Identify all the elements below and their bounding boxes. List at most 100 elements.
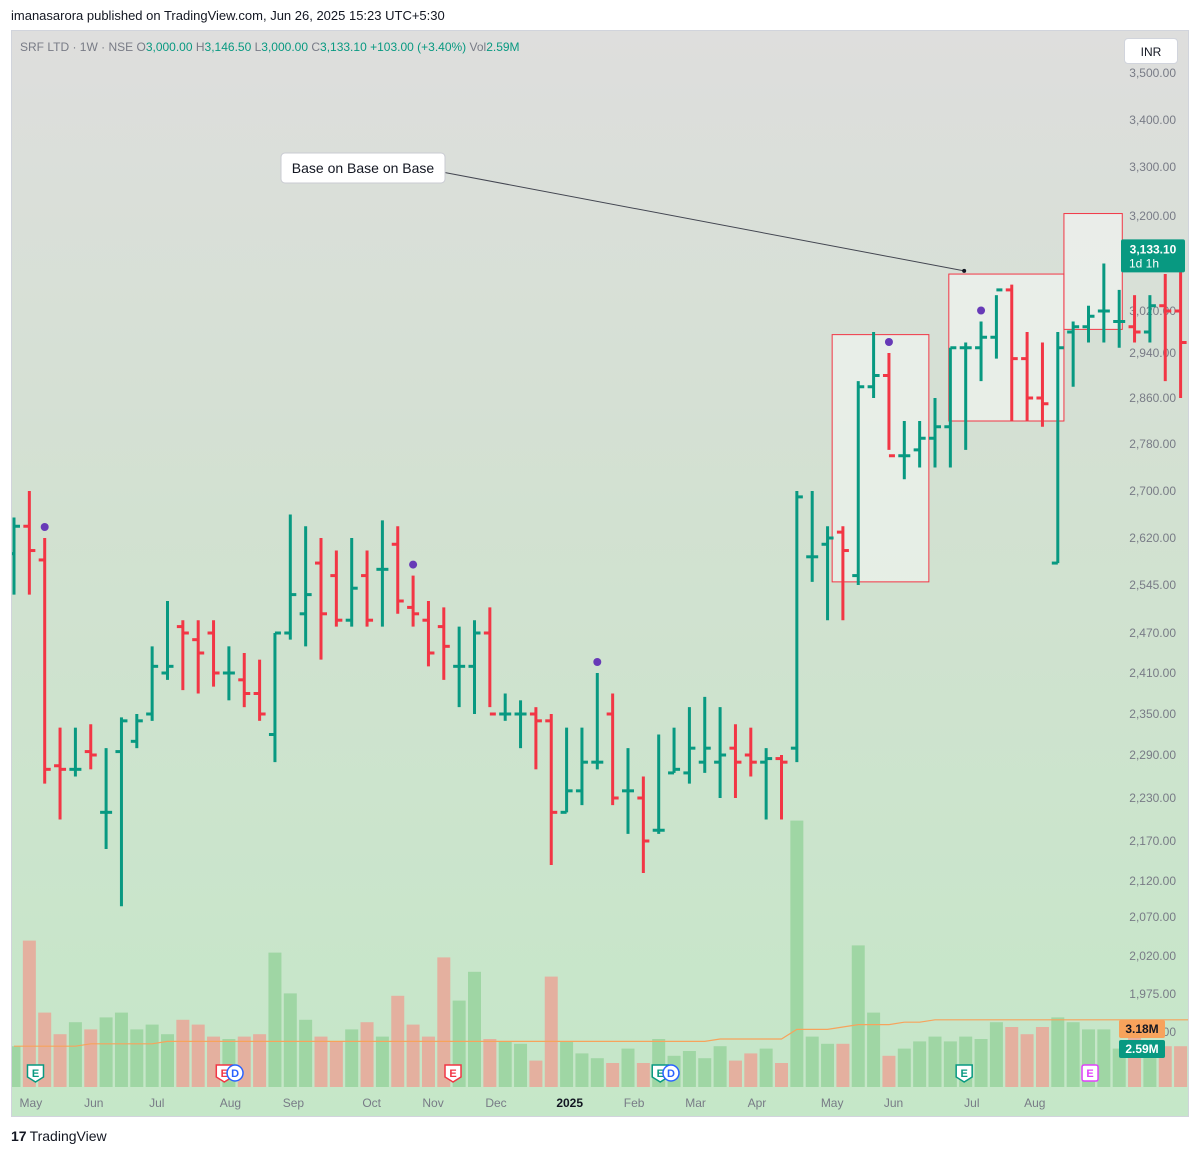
price-bar	[821, 526, 834, 621]
price-bar	[100, 748, 113, 849]
brand-name: TradingView	[29, 1128, 107, 1144]
y-tick-label: 2,170.00	[1129, 834, 1176, 848]
volume-label-text: 2.59M	[1125, 1042, 1158, 1056]
price-bar	[1143, 295, 1156, 343]
price-bar	[1082, 305, 1095, 343]
volume-bar	[114, 1012, 128, 1087]
x-tick-label: Nov	[422, 1096, 443, 1110]
price-bar	[38, 538, 51, 784]
price-bar	[422, 601, 435, 667]
pivot-marker	[884, 338, 893, 346]
current-price-badge	[1121, 239, 1185, 273]
volume-bar	[161, 1034, 174, 1087]
volume-bar	[360, 1022, 374, 1087]
volume-bar	[329, 1041, 343, 1087]
earnings-marker: E	[955, 1064, 973, 1083]
x-tick-label: Oct	[362, 1096, 381, 1110]
y-tick-label: 3,500.00	[1129, 66, 1176, 80]
volume-bar	[836, 1043, 850, 1087]
earnings-marker-shape	[26, 1064, 45, 1083]
pivot-marker	[409, 560, 418, 569]
annotation-text: Base on Base on Base	[292, 160, 435, 176]
volume-bar	[974, 1039, 988, 1087]
price-bar	[453, 626, 466, 708]
price-bar	[238, 653, 251, 708]
base-box	[1063, 213, 1123, 330]
tradingview-logo[interactable]: 17 TradingView	[11, 1128, 107, 1144]
y-tick-label: 2,545.00	[1129, 578, 1176, 592]
y-tick-label: 2,620.00	[1129, 531, 1176, 545]
price-bar	[54, 727, 67, 820]
y-tick-label: 2,410.00	[1129, 666, 1176, 680]
price-bar	[1128, 295, 1141, 343]
volume-bar	[821, 1043, 835, 1087]
publisher-caption: imanasarora published on TradingView.com…	[11, 8, 445, 23]
price-bar	[499, 693, 512, 721]
volume-bar	[314, 1036, 328, 1087]
annotation-anchor-dot	[962, 268, 967, 273]
volume-bar	[253, 1034, 267, 1087]
volume-bar	[299, 1019, 313, 1087]
price-bar	[84, 724, 97, 770]
volume-bar	[682, 1051, 696, 1087]
legend-symbol[interactable]: SRF LTD · 1W · NSE	[20, 40, 134, 54]
price-bar	[1097, 263, 1110, 343]
bar-countdown-text: 1d 1h	[1129, 256, 1159, 270]
volume-bar	[22, 940, 36, 1087]
price-bar	[944, 346, 957, 468]
pivot-marker	[593, 658, 602, 666]
volume-bar	[928, 1036, 942, 1087]
volume-bar	[759, 1048, 773, 1087]
y-tick-label: 2,860.00	[1129, 391, 1176, 405]
earnings-marker: E	[1081, 1064, 1099, 1082]
y-tick-label: 2,230.00	[1129, 791, 1176, 805]
volume-label-text: 3.18M	[1125, 1022, 1158, 1036]
x-tick-label: Mar	[685, 1096, 706, 1110]
volume-bar	[145, 1024, 159, 1087]
price-chart[interactable]: 3,500.003,400.003,300.003,200.003,020.00…	[12, 31, 1188, 1116]
pivot-marker	[977, 306, 986, 315]
symbol-legend: SRF LTD · 1W · NSE O3,000.00 H3,146.50 L…	[20, 40, 520, 54]
x-tick-label: Feb	[624, 1096, 645, 1110]
x-tick-label: Jun	[884, 1096, 903, 1110]
volume-bar	[514, 1043, 528, 1087]
y-tick-label: 2,780.00	[1129, 437, 1176, 451]
volume-bar	[12, 1046, 21, 1087]
legend-low: 3,000.00	[261, 40, 309, 54]
pivot-marker	[40, 523, 49, 531]
legend-high: 3,146.50	[204, 40, 252, 54]
price-bar	[330, 550, 343, 627]
earnings-marker: E	[26, 1064, 45, 1083]
price-bar	[775, 755, 788, 820]
price-bar	[12, 517, 20, 595]
base-box	[831, 334, 930, 583]
volume-bar	[268, 952, 282, 1087]
price-bar	[115, 717, 128, 907]
price-bar	[391, 526, 404, 614]
volume-bar	[53, 1034, 67, 1087]
price-bar	[959, 342, 972, 450]
price-bar	[529, 707, 542, 770]
volume-bar	[421, 1036, 435, 1087]
price-bar	[1159, 274, 1172, 382]
x-tick-label: Aug	[1024, 1096, 1045, 1110]
price-bar	[790, 491, 803, 763]
price-bar	[545, 714, 558, 865]
event-letter: E	[221, 1068, 228, 1080]
price-bar	[1113, 289, 1126, 348]
volume-bar	[805, 1036, 819, 1087]
legend-change: +103.00 (+3.40%)	[370, 40, 467, 54]
volume-bar	[375, 1036, 389, 1087]
price-bar	[1067, 321, 1080, 387]
legend-volume: 2.59M	[486, 40, 520, 54]
volume-bar	[68, 1022, 82, 1087]
price-bar	[1005, 284, 1018, 421]
volume-bar	[590, 1058, 604, 1087]
chart-frame[interactable]: 3,500.00 3,400.00 3,300.00 3,200.00 3,020.00…	[11, 30, 1189, 1117]
volume-bar	[1005, 1027, 1019, 1087]
price-bar	[560, 727, 573, 814]
volume-bar	[1066, 1022, 1080, 1087]
tradingview-logo-icon: 17	[11, 1128, 27, 1144]
currency-button[interactable]: INR	[1124, 38, 1178, 64]
x-tick-label: Jul	[149, 1096, 164, 1110]
